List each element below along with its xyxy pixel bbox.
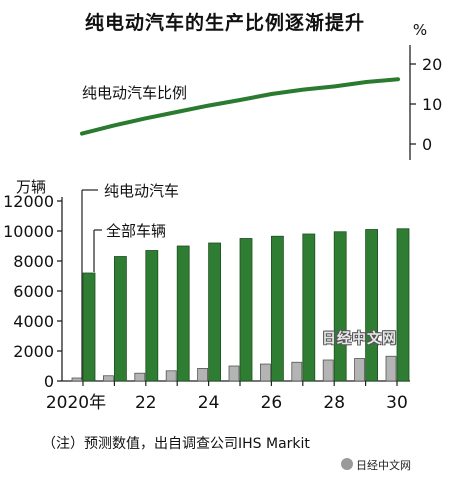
bar-x-tick-label: 2020年 bbox=[46, 393, 106, 413]
watermark-footer: 日经中文网 bbox=[356, 459, 411, 472]
ev-bar bbox=[165, 370, 177, 382]
ev-bar bbox=[291, 361, 303, 382]
ev-share-line bbox=[80, 77, 400, 136]
total-bar bbox=[82, 272, 96, 382]
bar-y-tick-label: 8000 bbox=[13, 252, 54, 271]
line-y-tick-label: 0 bbox=[422, 135, 432, 154]
total-bar bbox=[365, 229, 379, 382]
ev-bar bbox=[385, 355, 397, 382]
total-bar bbox=[208, 242, 222, 382]
total-bar bbox=[176, 245, 190, 382]
line-y-tick-label: 20 bbox=[422, 55, 442, 74]
total-bar bbox=[302, 233, 316, 382]
bar-x-tick-label: 28 bbox=[323, 393, 345, 413]
bar-y-unit: 万辆 bbox=[16, 178, 46, 196]
total-bar bbox=[239, 238, 253, 382]
bar-y-tick-label: 6000 bbox=[13, 282, 54, 301]
bar-y-tick-label: 0 bbox=[44, 372, 54, 391]
bar-panel: 万辆 0 2000 4000 6000 8000 10000 12000 2020年 22 24 26… bbox=[3, 178, 410, 413]
footnote: （注）预测数值，出自调查公司IHS Markit bbox=[42, 436, 310, 452]
ev-bar bbox=[259, 363, 271, 382]
total-bar bbox=[114, 256, 127, 382]
ev-bar bbox=[134, 372, 146, 382]
total-bar bbox=[145, 250, 159, 382]
total-bar bbox=[333, 231, 347, 382]
line-y-tick-label: 10 bbox=[422, 95, 442, 114]
ev-bar bbox=[354, 358, 366, 382]
bar-y-tick-label: 4000 bbox=[13, 312, 54, 331]
bar-x-tick-label: 30 bbox=[386, 393, 408, 413]
line-y-unit: % bbox=[413, 21, 427, 39]
watermark-logo: 日经中文网 bbox=[322, 331, 397, 347]
line-series-label: 纯电动汽车比例 bbox=[82, 84, 187, 102]
ev-bar bbox=[228, 365, 240, 382]
ev-bar bbox=[71, 377, 83, 382]
chart-title: 纯电动汽车的生产比例逐渐提升 bbox=[84, 12, 365, 34]
total-bar bbox=[396, 228, 410, 382]
bar-y-tick-label: 2000 bbox=[13, 342, 54, 361]
bar-y-tick-label: 12000 bbox=[3, 192, 54, 211]
line-panel: % 0 10 20 纯电动汽车比例 bbox=[80, 21, 442, 160]
bar-y-tick-label: 10000 bbox=[3, 222, 54, 241]
ev-bar bbox=[322, 359, 334, 382]
total-bar bbox=[270, 235, 284, 382]
bar-x-tick-label: 26 bbox=[261, 393, 283, 413]
total-legend-label: 全部车辆 bbox=[106, 222, 166, 240]
wechat-icon bbox=[341, 458, 353, 470]
ev-bar bbox=[197, 367, 209, 382]
ev-bar bbox=[103, 375, 114, 382]
bar-x-tick-label: 24 bbox=[198, 393, 220, 413]
ev-legend-label: 纯电动汽车 bbox=[104, 182, 179, 200]
bar-x-tick-label: 22 bbox=[135, 393, 157, 413]
